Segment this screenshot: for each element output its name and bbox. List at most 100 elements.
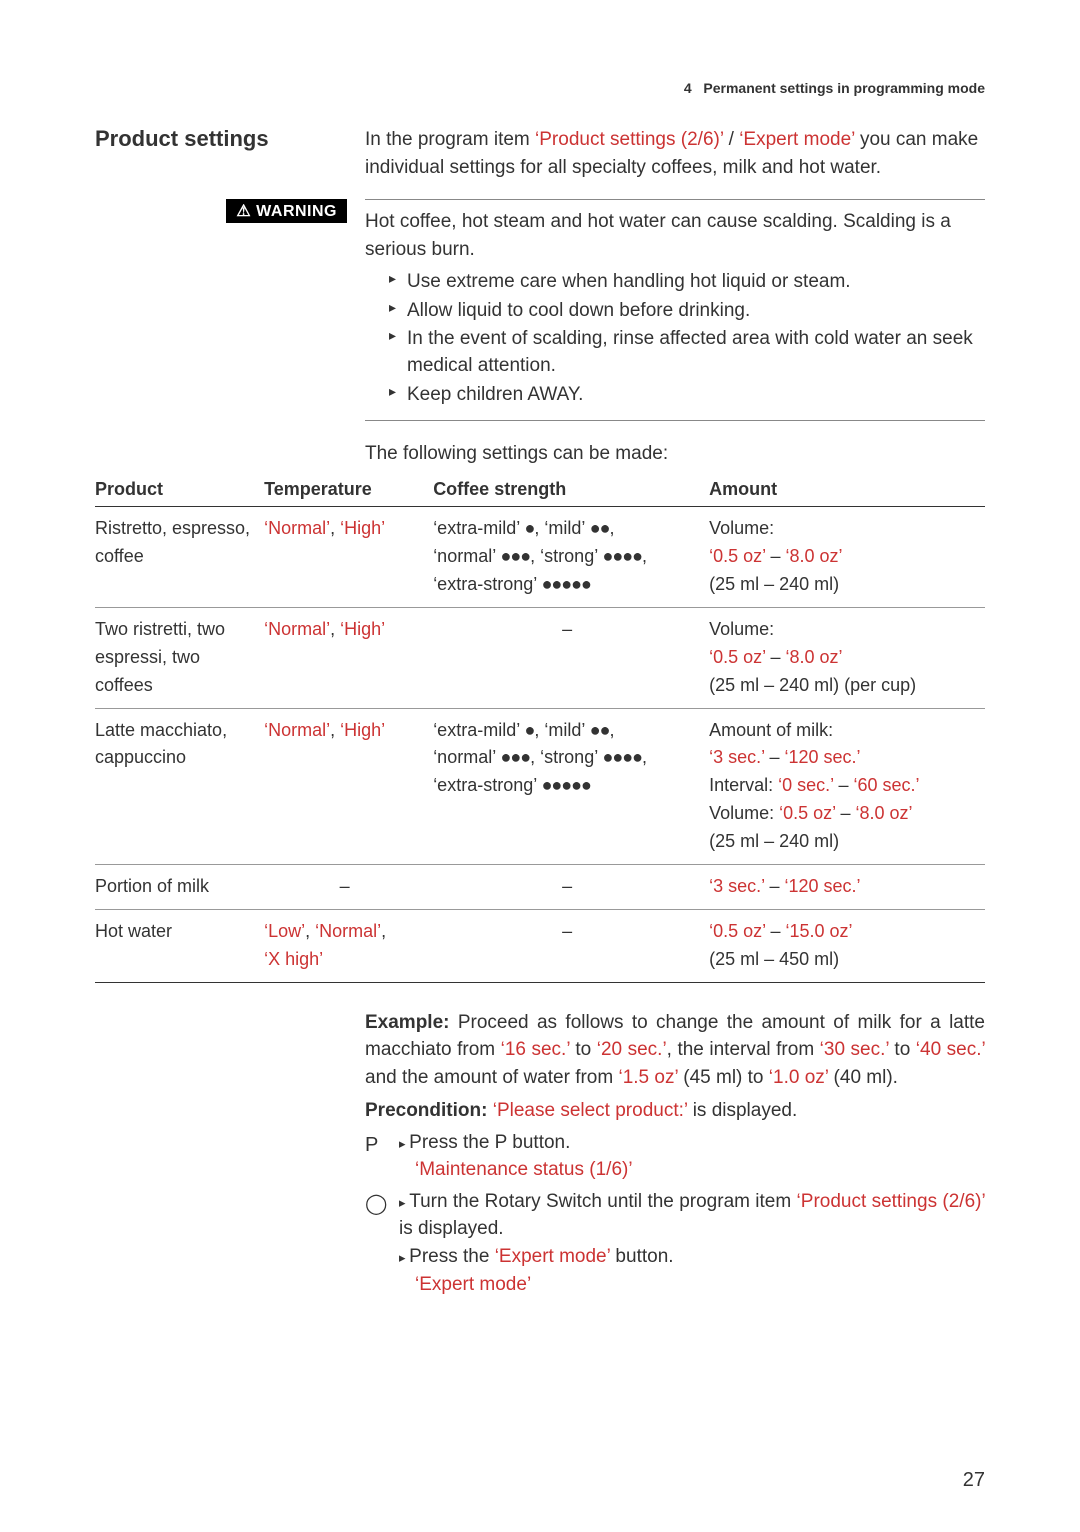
a-text: – — [833, 775, 853, 795]
th-temp: Temperature — [264, 473, 433, 507]
intro-red-2: ‘Expert mode’ — [739, 129, 854, 150]
temp-sep: , — [330, 720, 340, 740]
th-amount: Amount — [709, 473, 985, 507]
example-label: Example: — [365, 1012, 449, 1033]
a-text: – — [765, 921, 785, 941]
ex-text: to — [570, 1039, 597, 1060]
temp-part: ‘High’ — [340, 720, 385, 740]
s-text: ‘normal’ — [433, 747, 500, 767]
bean-icon: ●●●● — [603, 546, 643, 566]
cell-temp: ‘Normal’, ‘High’ — [264, 507, 433, 608]
s-text: , — [610, 518, 615, 538]
intro-pre: In the program item — [365, 129, 535, 150]
example-block: Example: Proceed as follows to change th… — [365, 1009, 985, 1298]
a-red: ‘3 sec.’ — [709, 876, 764, 896]
cell-amount: ‘3 sec.’ – ‘120 sec.’ — [709, 864, 985, 909]
cell-amount: Amount of milk: ‘3 sec.’ – ‘120 sec.’ In… — [709, 708, 985, 864]
precond-label: Precondition: — [365, 1100, 487, 1121]
table-row: Latte macchiato, cappuccino ‘Normal’, ‘H… — [95, 708, 985, 864]
rotary-switch-icon: ◯ — [365, 1188, 399, 1219]
bean-icon: ● — [525, 720, 535, 740]
cell-product: Ristretto, espresso, coffee — [95, 507, 264, 608]
warning-block: ⚠ WARNING Hot coffee, hot steam and hot … — [95, 199, 985, 421]
a-text: – — [836, 803, 856, 823]
warning-bullet: In the event of scalding, rinse affected… — [389, 326, 985, 379]
section-intro-text: In the program item ‘Product settings (2… — [365, 126, 985, 181]
cell-product: Portion of milk — [95, 864, 264, 909]
temp-sep: , — [381, 921, 386, 941]
s-text: , ‘mild’ — [534, 720, 589, 740]
s-text: ‘extra-strong’ — [433, 574, 541, 594]
step-line: Turn the Rotary Switch until the program… — [399, 1188, 985, 1243]
example-paragraph: Example: Proceed as follows to change th… — [365, 1009, 985, 1092]
a-red: ‘8.0 oz’ — [785, 647, 842, 667]
temp-part: ‘Normal’ — [264, 720, 330, 740]
precond-red: ‘Please select product:’ — [493, 1100, 688, 1121]
ex-red: ‘1.0 oz’ — [769, 1067, 829, 1088]
a-text: (25 ml – 450 ml) — [709, 949, 839, 969]
chapter-number: 4 — [684, 80, 692, 96]
a-red: ‘0.5 oz’ — [709, 546, 765, 566]
warning-bullet: Keep children AWAY. — [389, 382, 985, 409]
temp-part: ‘High’ — [340, 518, 385, 538]
s-text: , — [642, 747, 647, 767]
a-red: ‘15.0 oz’ — [785, 921, 852, 941]
warning-badge: ⚠ WARNING — [226, 199, 347, 223]
a-red: ‘0.5 oz’ — [709, 647, 765, 667]
ex-red: ‘20 sec.’ — [597, 1039, 667, 1060]
step-red: ‘Expert mode’ — [415, 1274, 531, 1295]
a-text: (25 ml – 240 ml) — [709, 831, 839, 851]
cell-temp: ‘Normal’, ‘High’ — [264, 708, 433, 864]
ex-red: ‘30 sec.’ — [820, 1039, 889, 1060]
cell-product: Hot water — [95, 909, 264, 982]
intro-red-1: ‘Product settings (2/6)’ — [535, 129, 723, 150]
ex-text: to — [889, 1039, 916, 1060]
step-line: ‘Maintenance status (1/6)’ — [399, 1156, 985, 1184]
table-row: Two ristretti, two espressi, two coffees… — [95, 607, 985, 708]
cell-product: Two ristretti, two espressi, two coffees — [95, 607, 264, 708]
temp-part: ‘Normal’ — [315, 921, 381, 941]
table-row: Portion of milk – – ‘3 sec.’ – ‘120 sec.… — [95, 864, 985, 909]
bean-icon: ●●●●● — [542, 775, 591, 795]
step-text: button. — [610, 1246, 673, 1267]
a-text: – — [765, 546, 785, 566]
step-red: ‘Expert mode’ — [495, 1246, 610, 1267]
cell-strength: ‘extra-mild’ ●, ‘mild’ ●●, ‘normal’ ●●●,… — [433, 708, 709, 864]
a-red: ‘3 sec.’ — [709, 747, 764, 767]
warning-bullet: Allow liquid to cool down before drinkin… — [389, 298, 985, 325]
th-strength: Coffee strength — [433, 473, 709, 507]
a-text: Interval: — [709, 775, 778, 795]
ex-red: ‘16 sec.’ — [501, 1039, 570, 1060]
table-row: Ristretto, espresso, coffee ‘Normal’, ‘H… — [95, 507, 985, 608]
temp-part: ‘Normal’ — [264, 518, 330, 538]
s-text: ‘extra-strong’ — [433, 775, 541, 795]
a-text: (25 ml – 240 ml) (per cup) — [709, 675, 916, 695]
cell-strength: ‘extra-mild’ ●, ‘mild’ ●●, ‘normal’ ●●●,… — [433, 507, 709, 608]
warning-lead: Hot coffee, hot steam and hot water can … — [365, 208, 985, 263]
cell-amount: Volume: ‘0.5 oz’ – ‘8.0 oz’ (25 ml – 240… — [709, 507, 985, 608]
bean-icon: ●● — [590, 720, 610, 740]
section-title-cell: Product settings — [95, 126, 365, 152]
a-text: – — [764, 747, 784, 767]
table-row: Hot water ‘Low’, ‘Normal’, ‘X high’ – ‘0… — [95, 909, 985, 982]
a-red: ‘120 sec.’ — [784, 747, 860, 767]
temp-part: ‘X high’ — [264, 949, 323, 969]
step-row: ◯ Turn the Rotary Switch until the progr… — [365, 1188, 985, 1298]
s-text: ‘extra-mild’ — [433, 518, 524, 538]
a-red: ‘120 sec.’ — [784, 876, 860, 896]
a-text: – — [764, 876, 784, 896]
a-red: ‘0.5 oz’ — [709, 921, 765, 941]
ex-text: (40 ml). — [828, 1067, 898, 1088]
a-red: ‘0.5 oz’ — [779, 803, 835, 823]
step-red: ‘Product settings (2/6)’ — [797, 1191, 985, 1212]
a-text: Amount of milk: — [709, 720, 833, 740]
cell-product: Latte macchiato, cappuccino — [95, 708, 264, 864]
page-number: 27 — [963, 1469, 985, 1492]
a-text: Volume: — [709, 803, 779, 823]
step-line: ‘Expert mode’ — [399, 1271, 985, 1299]
a-text: (25 ml – 240 ml) — [709, 574, 839, 594]
warning-bullet: Use extreme care when handling hot liqui… — [389, 269, 985, 296]
s-text: ‘extra-mild’ — [433, 720, 524, 740]
table-header-row: Product Temperature Coffee strength Amou… — [95, 473, 985, 507]
s-text: ‘normal’ — [433, 546, 500, 566]
